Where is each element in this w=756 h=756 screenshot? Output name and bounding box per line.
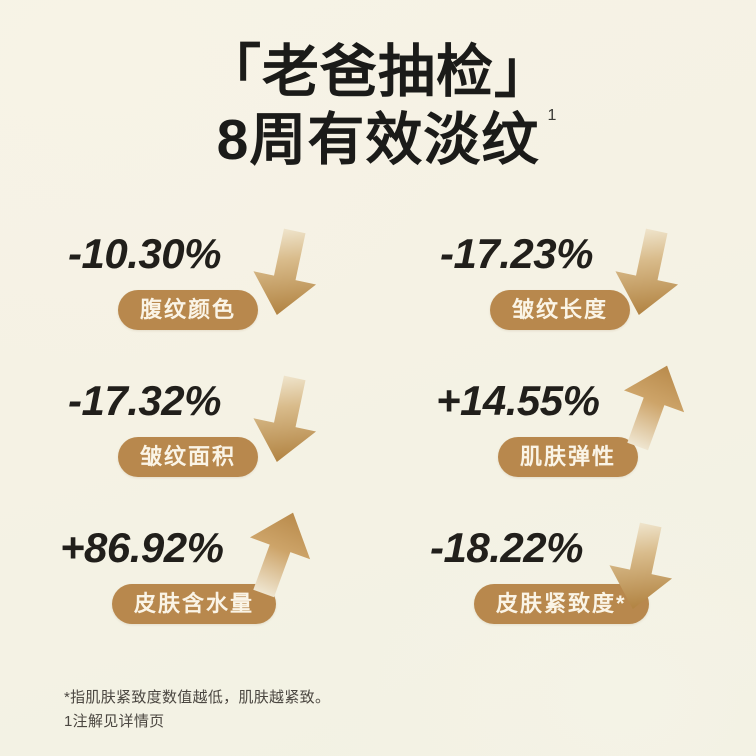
metric-value: +86.92% (60, 524, 224, 571)
metric-label-pill: 皱纹长度 (490, 290, 631, 330)
title-line-2-wrap: 8周有效淡纹 1 (216, 106, 557, 174)
footnote-one: 1注解见详情页 (64, 713, 165, 730)
metric-item: -17.32% 皱纹面积 (0, 355, 378, 502)
metric-item: -10.30% 腹纹颜色 (0, 208, 378, 355)
metric-item: +14.55% 肌肤弹性 (378, 355, 756, 502)
title-line-1: 「老爸抽检」 (204, 40, 552, 104)
title-block: 「老爸抽检」 8周有效淡纹 1 (0, 38, 756, 174)
metric-value: -17.23% (440, 230, 593, 277)
metric-label-pill: 皮肤含水量 (112, 584, 277, 624)
metric-value: +14.55% (436, 377, 600, 424)
metric-label-pill: 皮肤紧致度* (474, 584, 649, 624)
footnote-asterisk: *指肌肤紧致度数值越低，肌肤越紧致。 (64, 689, 331, 706)
metrics-grid: -10.30% 腹纹颜色 (0, 208, 756, 648)
title-superscript: 1 (547, 107, 558, 124)
metric-value: -10.30% (68, 230, 221, 277)
metric-value: -17.32% (68, 377, 221, 424)
metric-value: -18.22% (430, 524, 583, 571)
title-line-2: 8周有效淡纹 (216, 108, 540, 172)
metric-label-pill: 肌肤弹性 (498, 437, 639, 477)
footnotes: *指肌肤紧致度数值越低，肌肤越紧致。 1注解见详情页 (64, 686, 330, 734)
metric-label-pill: 皱纹面积 (118, 437, 259, 477)
metric-item: +86.92% 皮肤含水量 (0, 502, 378, 649)
metric-item: -17.23% 皱纹长度 (378, 208, 756, 355)
metric-label-pill: 腹纹颜色 (118, 290, 259, 330)
metric-item: -18.22% 皮肤紧致度* (378, 502, 756, 649)
